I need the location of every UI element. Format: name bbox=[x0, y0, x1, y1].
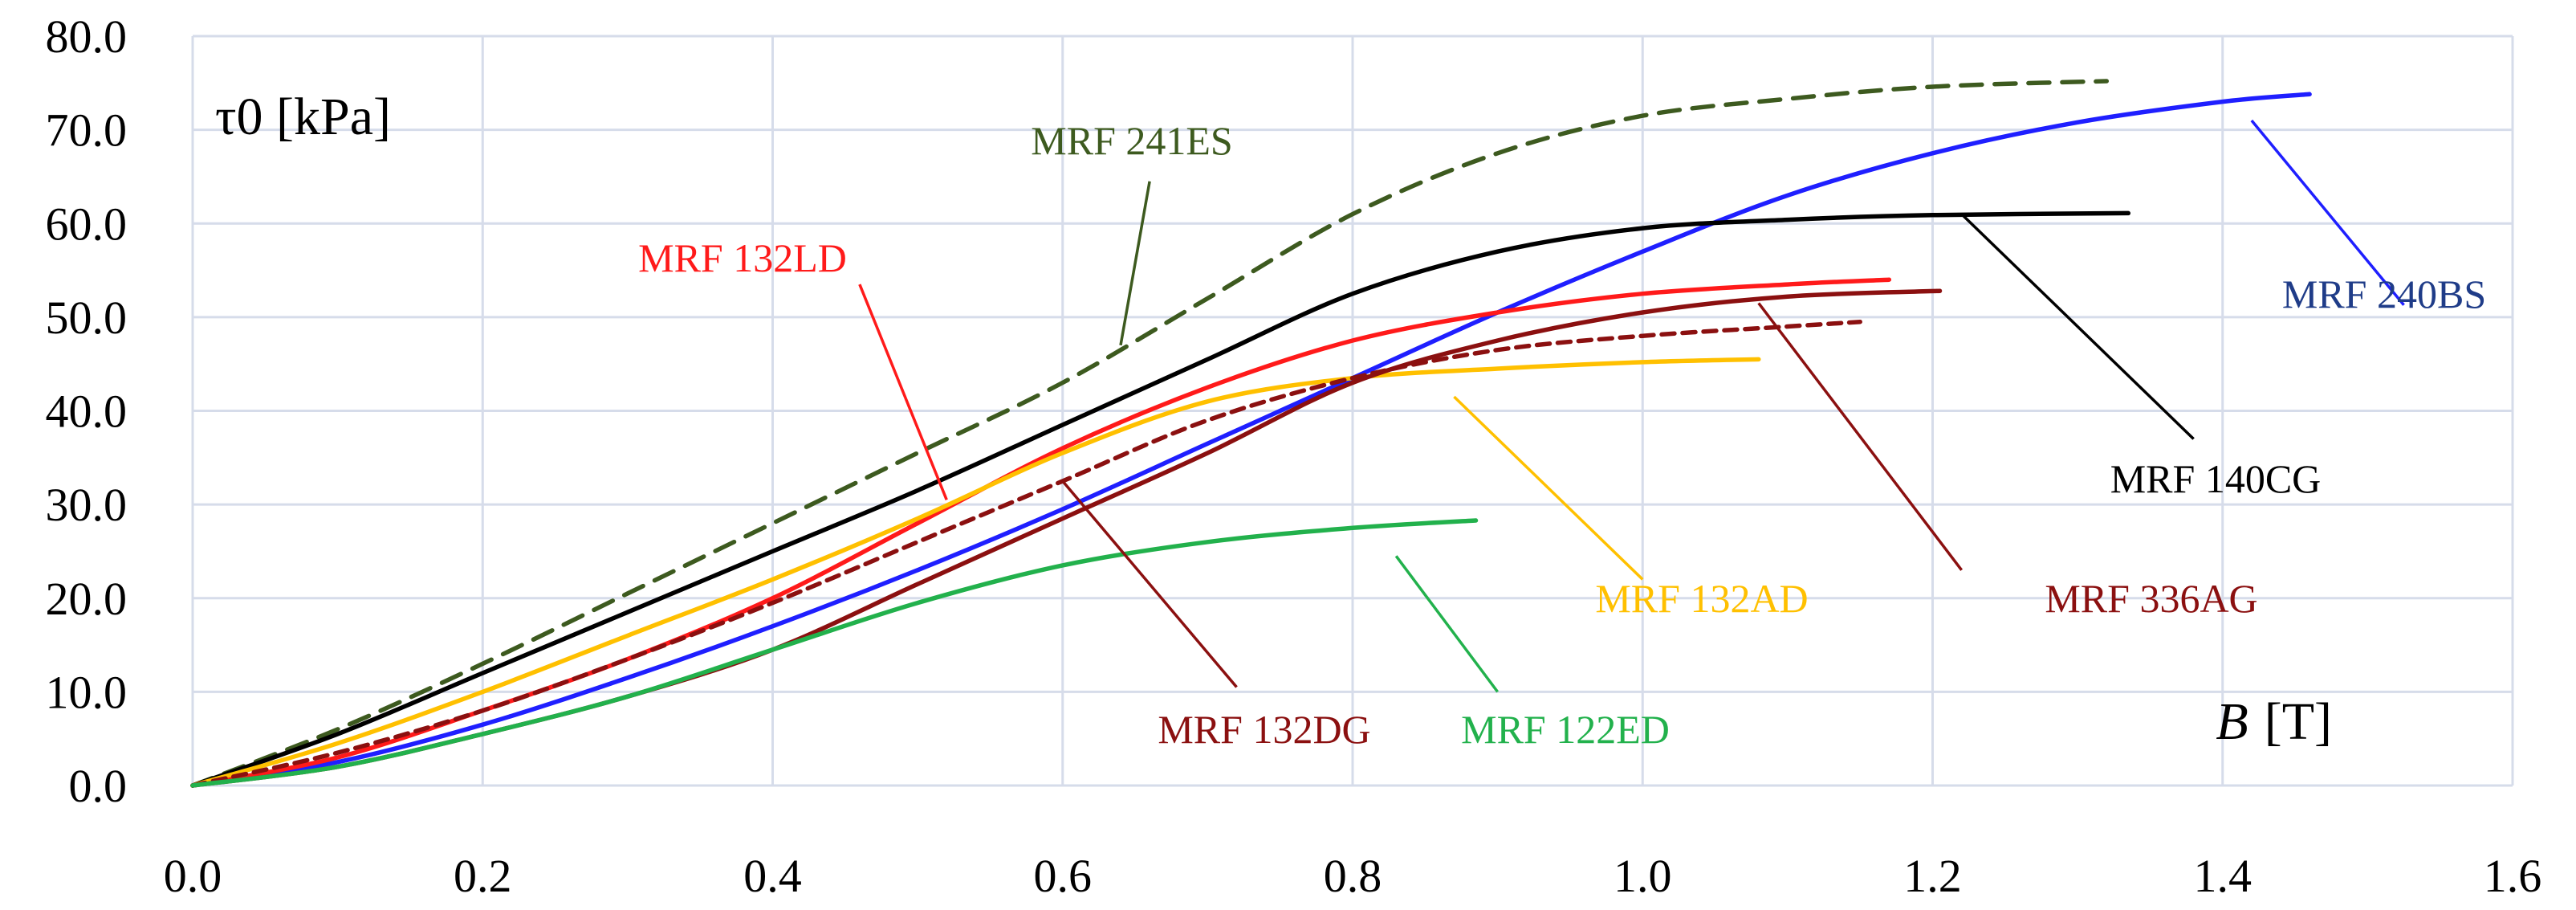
label-mrf-336ag: MRF 336AG bbox=[2045, 576, 2257, 621]
y-axis-title: τ0 [kPa] bbox=[215, 88, 391, 146]
y-tick-label: 30.0 bbox=[46, 479, 128, 531]
x-axis-unit: [T] bbox=[2265, 692, 2332, 751]
x-tick-label: 1.2 bbox=[1903, 850, 1962, 902]
label-leaders bbox=[858, 119, 2405, 693]
series-labels: MRF 241ES MRF 240BS MRF 140CG MRF 132LD MRF … bbox=[638, 118, 2486, 752]
grid bbox=[191, 35, 2514, 787]
leader-mrf-122ed bbox=[1394, 555, 1500, 693]
leader-mrf-336ag bbox=[1757, 302, 1964, 571]
y-tick-label: 20.0 bbox=[46, 573, 128, 625]
leader-mrf-240bs bbox=[2250, 119, 2405, 306]
x-axis-variable: B bbox=[2216, 692, 2248, 751]
leader-mrf-241es bbox=[1119, 181, 1151, 346]
x-tick-label: 1.0 bbox=[1614, 850, 1672, 902]
x-axis-ticks: 0.0 0.2 0.4 0.6 0.8 1.0 1.2 1.4 1.6 bbox=[164, 850, 2542, 902]
series bbox=[190, 79, 2312, 788]
y-tick-label: 40.0 bbox=[46, 386, 128, 438]
x-tick-label: 1.6 bbox=[2484, 850, 2542, 902]
y-tick-label: 80.0 bbox=[46, 10, 128, 63]
leader-mrf-140cg bbox=[1960, 213, 2195, 440]
y-tick-label: 70.0 bbox=[46, 104, 128, 157]
series-line-mrf-240bs bbox=[190, 92, 2312, 788]
label-mrf-240bs: MRF 240BS bbox=[2282, 271, 2486, 316]
series-line-mrf-132dg bbox=[190, 319, 1862, 788]
x-tick-label: 0.4 bbox=[743, 850, 802, 902]
series-line-mrf-140cg bbox=[190, 210, 2131, 788]
leader-mrf-132ld bbox=[858, 284, 948, 500]
x-tick-label: 0.6 bbox=[1034, 850, 1093, 902]
x-tick-label: 0.2 bbox=[454, 850, 512, 902]
label-mrf-140cg: MRF 140CG bbox=[2110, 456, 2322, 501]
label-mrf-241es: MRF 241ES bbox=[1031, 118, 1232, 163]
y-tick-label: 50.0 bbox=[46, 292, 128, 344]
x-tick-label: 0.8 bbox=[1324, 850, 1382, 902]
y-tick-label: 10.0 bbox=[46, 666, 128, 718]
x-tick-label: 1.4 bbox=[2194, 850, 2252, 902]
series-line-mrf-122ed bbox=[190, 518, 1479, 788]
label-mrf-132dg: MRF 132DG bbox=[1158, 707, 1370, 752]
leader-mrf-132ad bbox=[1453, 395, 1644, 581]
x-axis-title: B [T] bbox=[2216, 692, 2332, 751]
label-mrf-122ed: MRF 122ED bbox=[1461, 707, 1670, 752]
x-tick-label: 0.0 bbox=[164, 850, 222, 902]
leader-mrf-132dg bbox=[1061, 479, 1238, 688]
series-line-mrf-336ag bbox=[190, 288, 1943, 788]
y-tick-label: 0.0 bbox=[69, 760, 128, 812]
series-line-mrf-241es bbox=[190, 79, 2110, 788]
y-tick-label: 60.0 bbox=[46, 198, 128, 250]
series-line-mrf-132ad bbox=[190, 357, 1761, 788]
label-mrf-132ld: MRF 132LD bbox=[638, 235, 847, 280]
y-axis-ticks: 0.0 10.0 20.0 30.0 40.0 50.0 60.0 70.0 80.0 bbox=[46, 10, 128, 812]
label-mrf-132ad: MRF 132AD bbox=[1595, 576, 1808, 621]
